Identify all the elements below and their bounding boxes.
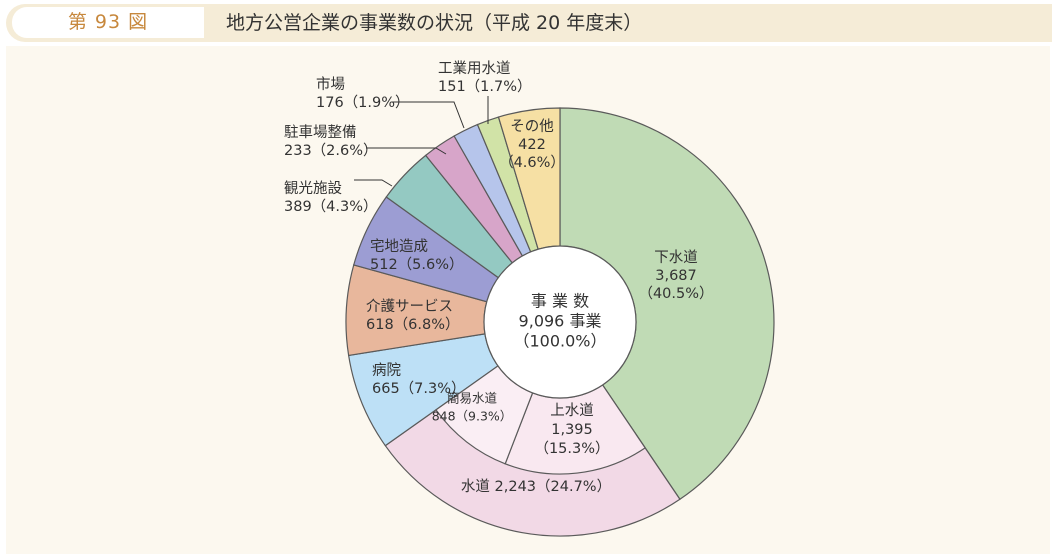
- inner-label-1-line-1: 848（9.3%）: [432, 409, 513, 424]
- pie-chart: 事 業 数9,096 事業（100.0%） 上水道 1,395 （15.3%） 簡易水道…: [284, 60, 775, 537]
- inner-label-1-line-0: 簡易水道: [447, 391, 498, 406]
- outer-label-2-line-1: 665（7.3%）: [372, 380, 466, 397]
- outer-label-8-line-0: 工業用水道: [438, 60, 511, 77]
- figure-header: 第 93 図 地方公営企業の事業数の状況（平成 20 年度末）: [0, 0, 1056, 42]
- outer-label-9-line-0: その他: [510, 118, 554, 135]
- outer-label-0-line-2: （40.5%）: [638, 285, 713, 302]
- center-hole: [483, 245, 637, 399]
- outer-label-9-line-2: （4.6%）: [499, 154, 565, 171]
- outer-label-8-line-1: 151（1.7%）: [438, 78, 532, 95]
- outer-label-5-line-1: 389（4.3%）: [284, 198, 378, 215]
- outer-label-5-line-0: 観光施設: [284, 180, 342, 197]
- outer-label-4-line-1: 512（5.6%）: [370, 256, 464, 273]
- outer-label-2-line-0: 病院: [372, 362, 401, 379]
- center-label-line-1: 9,096 事業: [519, 312, 602, 331]
- outer-label-0-line-1: 3,687: [655, 268, 697, 284]
- outer-label-6-line-0: 駐車場整備: [284, 124, 357, 141]
- center-label-line-2: （100.0%）: [513, 332, 606, 351]
- inner-label-0-line-2: （15.3%）: [534, 440, 609, 457]
- center-label-line-0: 事 業 数: [531, 292, 589, 311]
- leader-line-5: [354, 179, 393, 187]
- outer-label-1-line-0: 水道 2,243（24.7%）: [461, 478, 611, 495]
- inner-label-0-line-1: 1,395: [551, 422, 593, 438]
- outer-label-3-line-1: 618（6.8%）: [366, 316, 460, 333]
- inner-label-0-line-0: 上水道: [550, 402, 594, 419]
- outer-label-7-line-0: 市場: [316, 76, 345, 93]
- leader-line-6: [366, 147, 447, 155]
- outer-label-6-line-1: 233（2.6%）: [284, 142, 378, 159]
- outer-label-4-line-0: 宅地造成: [370, 238, 428, 255]
- outer-label-7-line-1: 176（1.9%）: [316, 94, 410, 111]
- figure-title: 地方公営企業の事業数の状況（平成 20 年度末）: [226, 12, 643, 34]
- outer-label-9-line-1: 422: [518, 137, 546, 153]
- figure-number: 第 93 図: [12, 7, 204, 38]
- leader-line-7: [392, 101, 465, 129]
- outer-label-3-line-0: 介護サービス: [366, 298, 453, 315]
- outer-label-0-line-0: 下水道: [654, 249, 698, 266]
